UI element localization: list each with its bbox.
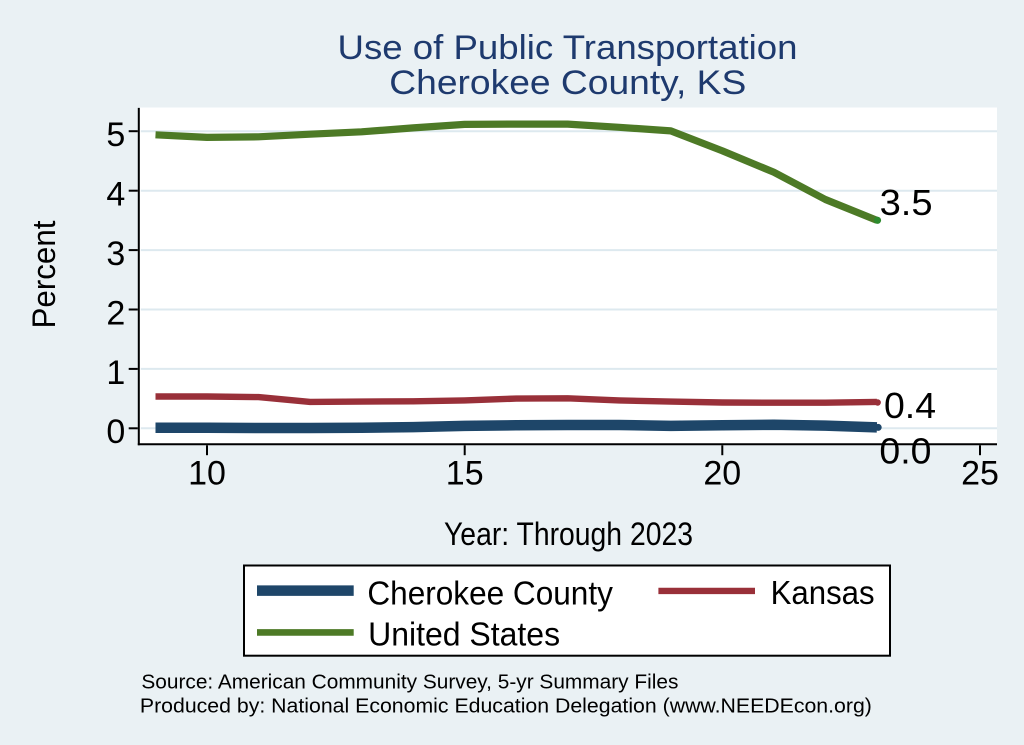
svg-text:10: 10 [188,455,226,493]
svg-text:15: 15 [446,455,484,493]
svg-text:Cherokee County: Cherokee County [367,575,613,612]
svg-text:0.0: 0.0 [879,430,931,471]
svg-text:5: 5 [106,116,125,154]
svg-text:Produced by: National Economic: Produced by: National Economic Education… [140,695,872,718]
svg-text:Kansas: Kansas [771,574,875,611]
svg-text:Percent: Percent [26,220,62,328]
svg-text:Source: American Community Sur: Source: American Community Survey, 5-yr … [141,670,678,693]
svg-text:United States: United States [368,616,560,653]
svg-text:Cherokee County, KS: Cherokee County, KS [389,64,746,102]
svg-text:Year: Through 2023: Year: Through 2023 [444,516,693,552]
svg-text:1: 1 [106,354,125,392]
svg-text:0.4: 0.4 [884,385,936,426]
svg-text:25: 25 [961,455,999,493]
svg-text:0: 0 [106,413,125,451]
svg-text:3.5: 3.5 [880,182,933,223]
svg-text:Use of Public Transportation: Use of Public Transportation [338,29,798,67]
svg-text:2: 2 [106,294,125,332]
svg-text:4: 4 [106,176,125,214]
svg-text:20: 20 [703,455,741,493]
svg-text:3: 3 [106,235,125,273]
